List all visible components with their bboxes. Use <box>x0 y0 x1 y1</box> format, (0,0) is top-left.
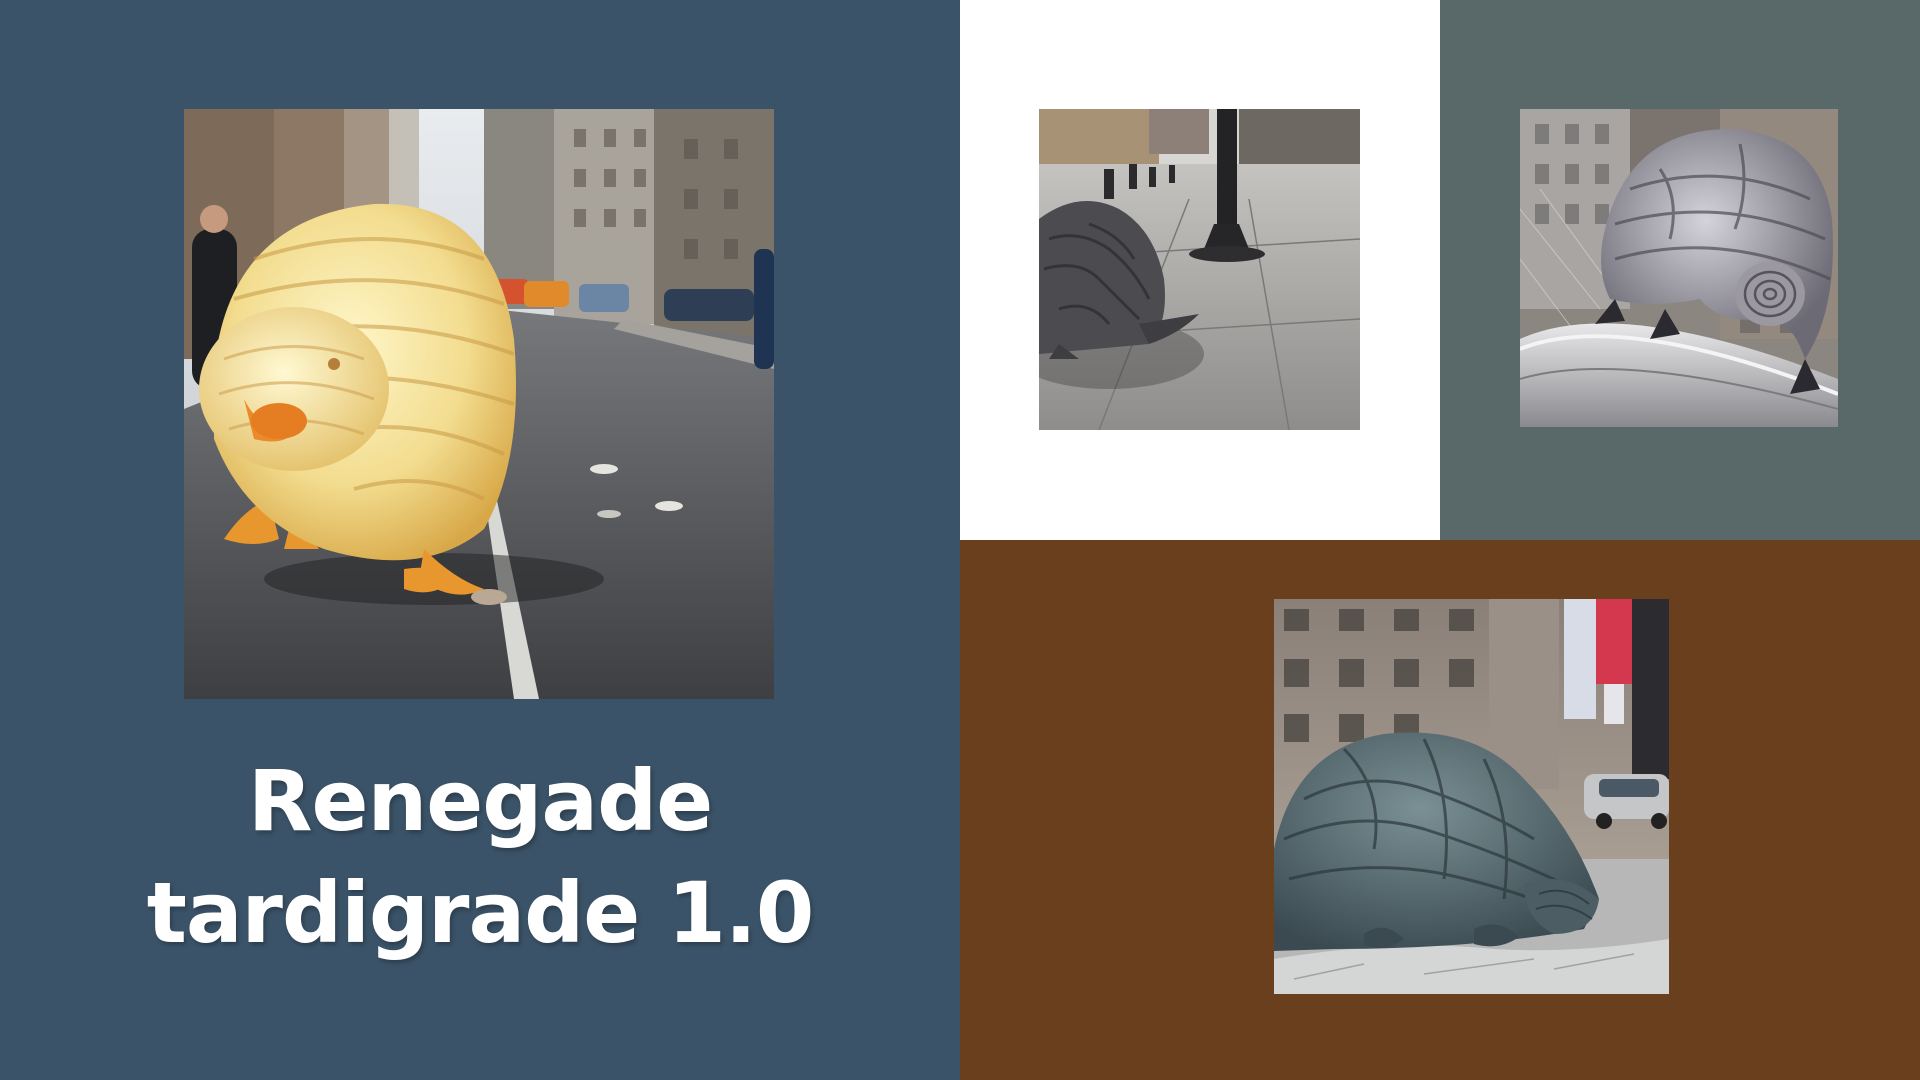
tardigrade-photo-railing <box>1520 109 1838 427</box>
tardigrade-photo-main <box>184 109 774 699</box>
title-line-2: tardigrade 1.0 <box>146 864 815 962</box>
title-line-1: Renegade <box>247 752 713 850</box>
tardigrade-photo-street <box>1274 599 1669 994</box>
tardigrade-photo-lamppost <box>1039 109 1360 430</box>
slide-title: Renegade tardigrade 1.0 <box>0 745 960 969</box>
